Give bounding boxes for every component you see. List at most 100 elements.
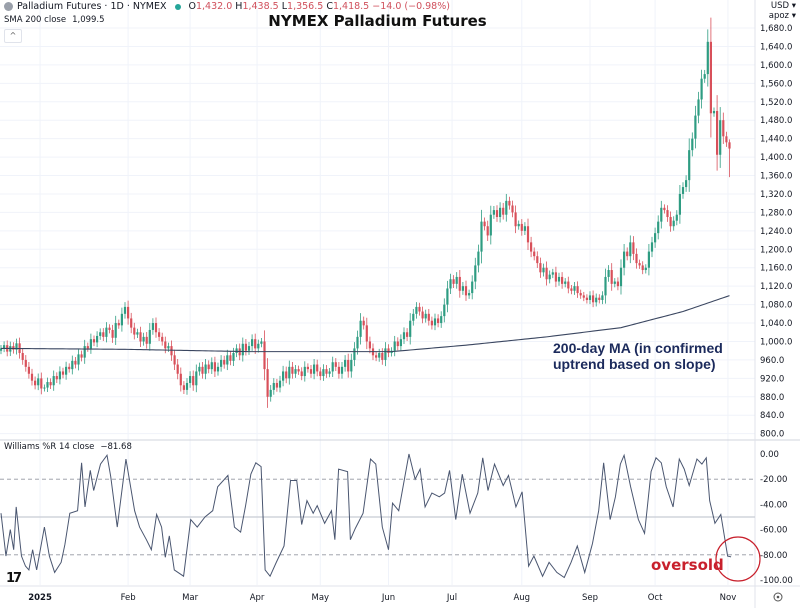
settings-gear-icon[interactable] — [773, 592, 783, 602]
candle-body — [133, 327, 136, 335]
candle-body — [598, 297, 601, 300]
high-value: 1,438.5 — [242, 1, 279, 12]
candle-body — [440, 316, 443, 324]
low-value: 1,356.5 — [287, 1, 324, 12]
candle-body — [136, 332, 139, 335]
candle-body — [474, 265, 477, 282]
price-tick-label: 1,640.0 — [760, 42, 792, 52]
candle-body — [461, 286, 464, 291]
candle-body — [77, 354, 80, 365]
price-tick-label: 1,280.0 — [760, 208, 792, 218]
williams-r-tick-label: 0.00 — [760, 450, 779, 460]
candle-body — [471, 281, 474, 294]
candle-body — [359, 320, 362, 337]
candle-body — [694, 115, 697, 139]
candle-body — [427, 313, 430, 321]
candle-body — [43, 387, 46, 389]
candle-body — [362, 320, 365, 326]
candle-body — [697, 99, 700, 116]
price-tick-label: 1,200.0 — [760, 245, 792, 255]
candle-body — [688, 150, 691, 181]
candle-body — [294, 369, 297, 374]
candle-body — [418, 306, 421, 312]
candle-body — [55, 376, 58, 380]
price-tick-label: 1,360.0 — [760, 172, 792, 182]
low-label: L — [281, 1, 288, 12]
price-tick-label: 1,040.0 — [760, 319, 792, 329]
candle-body — [260, 341, 263, 344]
candle-body — [449, 279, 452, 289]
symbol-title[interactable]: Palladium Futures · 1D · NYMEX — [17, 1, 167, 12]
candle-body — [573, 286, 576, 291]
candle-body — [216, 366, 220, 372]
candle-body — [176, 364, 179, 374]
candle-body — [241, 343, 244, 356]
candle-body — [375, 355, 378, 358]
tradingview-logo[interactable]: 17 — [6, 571, 22, 586]
candle-body — [672, 220, 675, 227]
candle-body — [412, 313, 415, 321]
candle-body — [455, 276, 458, 284]
candle-body — [86, 346, 89, 349]
close-label: C — [326, 1, 333, 12]
time-tick-label: 2025 — [28, 593, 52, 603]
currency-selector[interactable]: USD ▾ — [770, 1, 796, 11]
candle-body — [71, 360, 74, 370]
candle-body — [325, 369, 328, 374]
candle-body — [437, 318, 440, 324]
oversold-annotation: oversold — [651, 556, 724, 574]
ma-annotation-line1: 200-day MA (in confirmed — [553, 340, 723, 356]
candle-body — [384, 348, 387, 360]
candle-body — [536, 256, 539, 264]
candle-body — [282, 371, 285, 381]
scale-mode-selector[interactable]: apoz ▾ — [768, 11, 796, 21]
williams-r-legend[interactable]: Williams %R 14 close −81.68 — [4, 442, 132, 452]
candle-body — [158, 332, 161, 337]
price-tick-label: 1,080.0 — [760, 301, 792, 311]
symbol-legend: Palladium Futures · 1D · NYMEX O1,432.0 … — [4, 1, 450, 12]
oversold-circle — [715, 536, 761, 582]
candle-body — [700, 78, 703, 100]
candle-body — [619, 267, 623, 287]
candle-body — [635, 253, 638, 264]
candle-body — [89, 339, 92, 349]
candle-body — [523, 226, 526, 231]
time-tick-label: May — [312, 593, 330, 603]
candle-body — [331, 362, 334, 372]
ma-annotation-line2: uptrend based on slope) — [553, 356, 716, 372]
candle-body — [409, 320, 412, 337]
sma-legend[interactable]: SMA 200 close 1,099.5 — [4, 15, 105, 25]
candle-body — [647, 251, 650, 268]
candle-body — [161, 336, 164, 342]
candle-body — [334, 362, 337, 367]
candle-body — [533, 251, 536, 257]
candle-body — [337, 366, 340, 374]
candle-body — [263, 341, 266, 370]
settings-gear-icon-center — [776, 595, 780, 599]
candle-body — [477, 251, 480, 266]
candle-body — [725, 136, 728, 143]
candle-body — [722, 120, 725, 137]
candle-body — [288, 366, 291, 379]
candle-body — [322, 369, 325, 377]
candle-body — [96, 335, 99, 343]
candle-body — [415, 306, 418, 314]
candle-body — [114, 323, 117, 338]
candle-body — [703, 74, 706, 79]
collapse-legend-button[interactable]: ^ — [4, 29, 22, 43]
candle-body — [179, 373, 182, 386]
candle-body — [275, 382, 278, 388]
ma-annotation: 200-day MA (in confirmed uptrend based o… — [553, 340, 723, 372]
candle-body — [272, 382, 275, 390]
time-tick-label: Feb — [121, 593, 136, 603]
candle-body — [638, 263, 641, 266]
candle-body — [210, 362, 213, 370]
candle-body — [142, 336, 145, 342]
candle-body — [226, 355, 229, 365]
williams-r-tick-label: -60.00 — [760, 526, 787, 536]
candle-body — [46, 382, 49, 388]
candle-body — [130, 318, 133, 328]
candle-body — [220, 359, 223, 367]
time-tick-label: Mar — [182, 593, 199, 603]
